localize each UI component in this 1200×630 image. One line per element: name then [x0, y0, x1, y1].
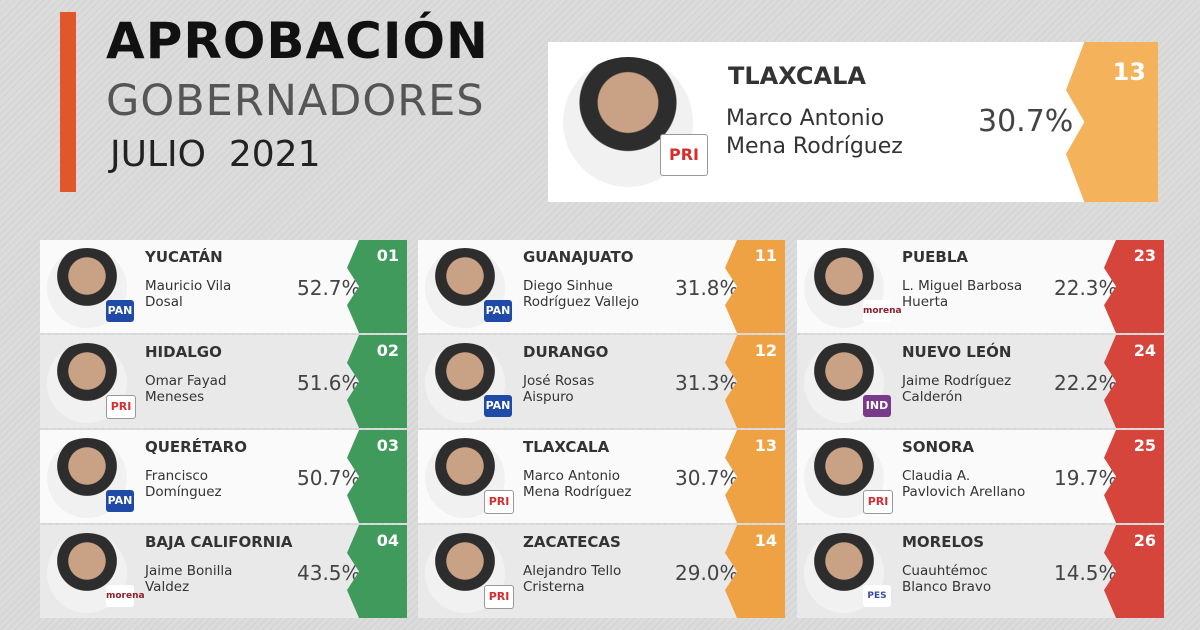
state: QUERÉTARO	[145, 438, 247, 456]
name-line: Cuauhtémoc	[902, 563, 988, 579]
rank: 02	[376, 341, 399, 360]
percent: 52.7%	[297, 276, 361, 300]
name-line: Valdez	[145, 579, 190, 595]
governor-card: IND NUEVO LEÓN Jaime Rodríguez Calderón 22.2…	[797, 335, 1164, 428]
name-line: Alejandro Tello	[523, 563, 622, 579]
name-line: Mauricio Vila	[145, 278, 232, 294]
percent: 30.7%	[675, 466, 739, 490]
state: HIDALGO	[145, 343, 222, 361]
percent: 22.3%	[1054, 276, 1118, 300]
state: GUANAJUATO	[523, 248, 634, 266]
percent: 51.6%	[297, 371, 361, 395]
subtitle: GOBERNADORES	[106, 76, 485, 126]
governor-card: PRI ZACATECAS Alejandro Tello Cristerna 29.0…	[418, 525, 785, 618]
governor-card: PAN QUERÉTARO Francisco Domínguez 50.7% 03	[40, 430, 407, 523]
name-line: Cristerna	[523, 579, 585, 595]
date: JULIO 2021	[110, 134, 321, 175]
state: BAJA CALIFORNIA	[145, 533, 293, 551]
rank: 26	[1133, 531, 1156, 550]
state: YUCATÁN	[145, 248, 223, 266]
name-line: Marco Antonio	[726, 106, 885, 131]
governor-card: morena PUEBLA L. Miguel Barbosa Huerta 22.3%…	[797, 240, 1164, 333]
party-badge: PAN	[484, 300, 512, 322]
rank: 12	[754, 341, 777, 360]
name-line: Aispuro	[523, 389, 574, 405]
party-badge: PRI	[484, 490, 514, 514]
name-line: José Rosas	[523, 373, 595, 389]
name-line: Jaime Rodríguez	[902, 373, 1012, 389]
rank: 24	[1133, 341, 1156, 360]
state: NUEVO LEÓN	[902, 343, 1012, 361]
percent: 43.5%	[297, 561, 361, 585]
state: PUEBLA	[902, 248, 969, 266]
rank: 25	[1133, 436, 1156, 455]
governor-card: PAN GUANAJUATO Diego Sinhue Rodríguez Valle…	[418, 240, 785, 333]
featured-card: PRI TLAXCALA Marco Antonio Mena Rodrígue…	[548, 42, 1158, 202]
governor-card: PAN YUCATÁN Mauricio Vila Dosal 52.7% 01	[40, 240, 407, 333]
party-badge: IND	[863, 395, 891, 417]
name-line: Omar Fayad	[145, 373, 227, 389]
party-badge: morena	[863, 300, 902, 322]
rank: 23	[1133, 246, 1156, 265]
governor-card: PRI SONORA Claudia A. Pavlovich Arellano 19.…	[797, 430, 1164, 523]
name-line: L. Miguel Barbosa	[902, 278, 1023, 294]
name-line: Meneses	[145, 389, 205, 405]
name-line: Marco Antonio	[523, 468, 621, 484]
name-line: Pavlovich Arellano	[902, 484, 1026, 500]
state: MORELOS	[902, 533, 985, 551]
governor-card: morena BAJA CALIFORNIA Jaime Bonilla Valdez…	[40, 525, 407, 618]
governor-card: PRI HIDALGO Omar Fayad Meneses 51.6% 02	[40, 335, 407, 428]
name-line: Rodríguez Vallejo	[523, 294, 639, 310]
rank: 04	[376, 531, 399, 550]
governor-card: PES MORELOS Cuauhtémoc Blanco Bravo 14.5% 26	[797, 525, 1164, 618]
party-badge: PAN	[106, 490, 134, 512]
name-line: Huerta	[902, 294, 949, 310]
governor-card: PRI TLAXCALA Marco Antonio Mena Rodríguez 30…	[418, 430, 785, 523]
rank: 11	[754, 246, 777, 265]
party-badge: PAN	[484, 395, 512, 417]
percent: 22.2%	[1054, 371, 1118, 395]
rank: 01	[376, 246, 399, 265]
rank: 14	[754, 531, 777, 550]
state: TLAXCALA	[523, 438, 610, 456]
party-badge: PAN	[106, 300, 134, 322]
name-line: Mena Rodríguez	[523, 484, 632, 500]
party-badge: morena	[106, 585, 145, 607]
state: DURANGO	[523, 343, 609, 361]
governor-card: PAN DURANGO José Rosas Aispuro 31.3% 12	[418, 335, 785, 428]
rank: 13	[754, 436, 777, 455]
party-badge: PES	[863, 585, 891, 607]
name-line: Dosal	[145, 294, 183, 310]
name-line: Diego Sinhue	[523, 278, 613, 294]
percent: 30.7%	[978, 104, 1074, 139]
percent: 50.7%	[297, 466, 361, 490]
name-line: Mena Rodríguez	[726, 134, 903, 159]
name-line: Francisco	[145, 468, 209, 484]
percent: 31.3%	[675, 371, 739, 395]
name-line: Jaime Bonilla	[145, 563, 233, 579]
party-badge: PRI	[484, 585, 514, 609]
percent: 31.8%	[675, 276, 739, 300]
name-line: Calderón	[902, 389, 963, 405]
state: ZACATECAS	[523, 533, 621, 551]
state: TLAXCALA	[728, 62, 866, 90]
party-badge: PRI	[106, 395, 136, 419]
rank: 03	[376, 436, 399, 455]
name-line: Domínguez	[145, 484, 222, 500]
title: APROBACIÓN	[106, 12, 489, 70]
party-badge: PRI	[660, 134, 708, 176]
state: SONORA	[902, 438, 975, 456]
percent: 19.7%	[1054, 466, 1118, 490]
party-badge: PRI	[863, 490, 893, 514]
percent: 14.5%	[1054, 561, 1118, 585]
rank: 13	[1112, 58, 1146, 86]
percent: 29.0%	[675, 561, 739, 585]
accent-bar	[60, 12, 76, 192]
name-line: Claudia A.	[902, 468, 971, 484]
name-line: Blanco Bravo	[902, 579, 992, 595]
